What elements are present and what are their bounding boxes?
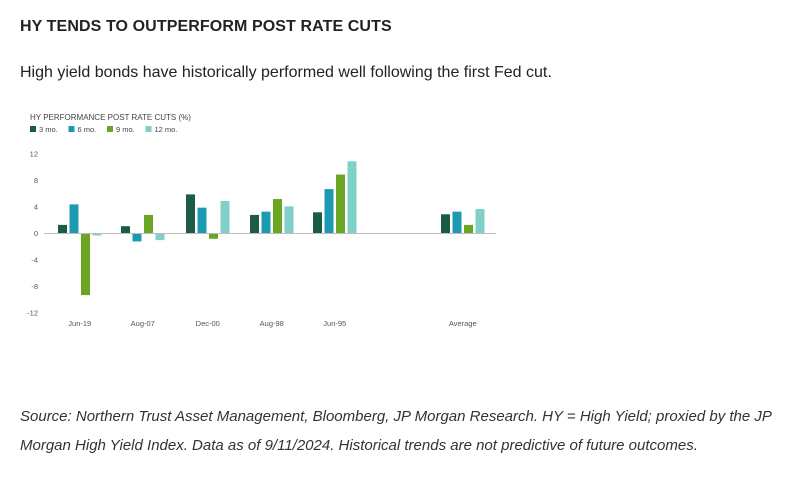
x-tick-label: Jun-95 <box>323 319 346 328</box>
x-tick-label: Average <box>449 319 477 328</box>
legend-label-4: 12 mo. <box>155 125 178 134</box>
source-note: Source: Northern Trust Asset Management,… <box>20 408 772 454</box>
bar-aug-98-3 <box>273 199 282 234</box>
bar-jun-19-3 <box>81 233 90 296</box>
chart-title: HY PERFORMANCE POST RATE CUTS (%) <box>30 113 191 122</box>
bar-jun-19-1 <box>58 224 67 234</box>
bar-series <box>58 161 485 296</box>
legend-label-1: 3 mo. <box>39 125 58 134</box>
y-tick-label: 12 <box>30 150 38 159</box>
x-axis: Jun-19 Aug-07 Dec-00 Aug-98 Jun-95 Average <box>68 319 476 328</box>
bar-jun-95-3 <box>336 174 345 234</box>
bar-average-4 <box>475 208 485 234</box>
bar-jun-95-4 <box>347 161 357 234</box>
bar-dec-00-4 <box>220 201 230 234</box>
section-subtitle: High yield bonds have historically perfo… <box>20 64 552 81</box>
bar-aug-07-1 <box>121 226 130 234</box>
y-tick-label: 0 <box>34 229 38 238</box>
bar-jun-95-2 <box>324 189 334 234</box>
bar-aug-98-2 <box>261 211 271 234</box>
x-tick-label: Dec-00 <box>196 319 220 328</box>
bar-aug-07-2 <box>132 233 142 242</box>
hy-performance-bar-chart: HY PERFORMANCE POST RATE CUTS (%) 3 mo. 6… <box>27 113 496 328</box>
bar-dec-00-1 <box>186 194 195 234</box>
legend-swatch-4 <box>145 126 152 132</box>
x-tick-label: Aug-07 <box>131 319 155 328</box>
bar-dec-00-2 <box>197 207 207 234</box>
bar-dec-00-3 <box>209 233 218 239</box>
bar-aug-98-1 <box>250 214 259 234</box>
bar-jun-19-4 <box>92 233 102 236</box>
bar-aug-07-3 <box>144 214 153 234</box>
chart-legend: 3 mo. 6 mo. 9 mo. 12 mo. <box>30 125 177 134</box>
x-tick-label: Aug-98 <box>260 319 284 328</box>
x-tick-label: Jun-19 <box>68 319 91 328</box>
bar-average-2 <box>452 211 462 234</box>
legend-label-3: 9 mo. <box>116 125 135 134</box>
chart-container: HY PERFORMANCE POST RATE CUTS (%) 3 mo. 6… <box>20 108 540 338</box>
bar-average-3 <box>464 224 473 234</box>
legend-swatch-3 <box>107 126 113 132</box>
y-tick-label: -8 <box>31 282 38 291</box>
y-tick-label: -12 <box>27 309 38 318</box>
bar-aug-07-4 <box>155 233 165 241</box>
bar-aug-98-4 <box>284 206 294 234</box>
legend-swatch-2 <box>68 126 75 132</box>
legend-swatch-1 <box>30 126 36 132</box>
y-tick-label: 4 <box>34 203 38 212</box>
y-tick-label: 8 <box>34 176 38 185</box>
legend-label-2: 6 mo. <box>78 125 97 134</box>
bar-jun-95-1 <box>313 212 322 234</box>
y-axis: 12 8 4 0 -4 -8 -12 <box>27 150 38 318</box>
bar-average-1 <box>441 214 450 234</box>
bar-jun-19-2 <box>69 204 79 234</box>
section-heading: HY TENDS TO OUTPERFORM POST RATE CUTS <box>20 18 392 35</box>
y-tick-label: -4 <box>31 256 38 265</box>
